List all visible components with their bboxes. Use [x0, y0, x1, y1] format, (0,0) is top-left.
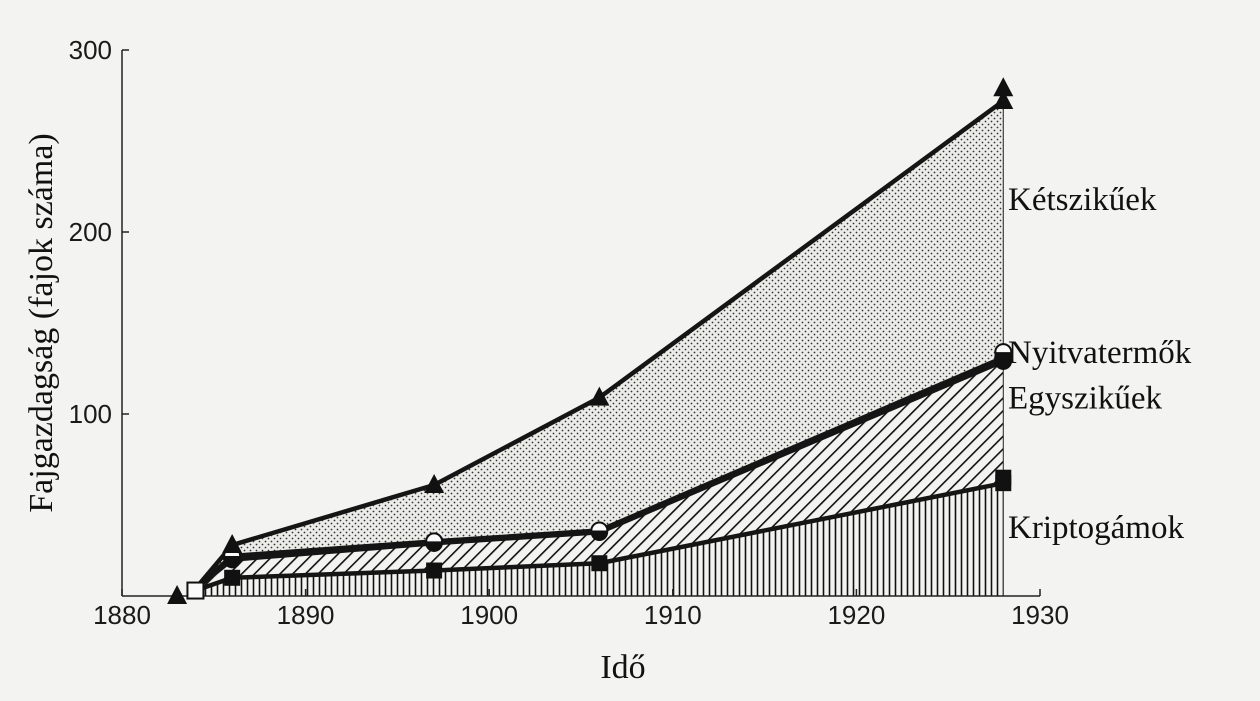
marker-kriptogamok-1906 [591, 555, 608, 572]
x-tick-label-1890: 1890 [277, 600, 335, 630]
markers-layer [167, 77, 1014, 604]
series-label-nyitvatermok: Nyitvatermők [1008, 335, 1192, 371]
x-tick-label-1900: 1900 [460, 600, 518, 630]
y-tick-label-300: 300 [69, 35, 112, 65]
series-label-ketszikuek: Kétszikűek [1008, 182, 1157, 218]
x-tick-label-1920: 1920 [827, 600, 885, 630]
axes-layer: 1880 1890 1900 1910 1920 1930 100 200 300 [69, 35, 1069, 630]
y-tick-label-100: 100 [69, 399, 112, 429]
marker-ketszikuek-1906 [589, 386, 610, 406]
area-kriptogamok [195, 483, 1004, 596]
marker-extra-ketszikuek-0 [167, 585, 188, 604]
marker-ketszikuek-1928 [993, 89, 1014, 109]
y-axis-title: Fajgazdagság (fajok száma) [23, 133, 60, 513]
marker-nyitvatermok-1886-half [224, 555, 241, 564]
marker-ketszikuek-1897 [424, 473, 445, 493]
marker-extra-nyitvatermok-3-half [995, 352, 1012, 361]
marker-nyitvatermok-1906-half [591, 530, 608, 539]
area-ketszikuek [195, 100, 1004, 589]
x-tick-label-1880: 1880 [93, 600, 151, 630]
area-egyszikuek [195, 361, 1004, 591]
series-label-kriptogamok: Kriptogámok [1008, 510, 1184, 546]
labels-layer: Kétszikűek Nyitvatermők Egyszikűek Kriptogá… [1008, 182, 1192, 546]
marker-kriptogamok-1886 [224, 569, 241, 586]
marker-start-open-square [186, 581, 205, 600]
marker-ketszikuek-1886 [222, 534, 243, 554]
x-tick-label-1930: 1930 [1011, 600, 1069, 630]
y-tick-label-200: 200 [69, 217, 112, 247]
series-label-egyszikuek: Egyszikűek [1008, 381, 1162, 417]
areas-layer [195, 100, 1004, 596]
marker-kriptogamok-1897 [426, 562, 443, 579]
marker-extra-kriptogamok-1 [995, 469, 1012, 486]
x-tick-label-1910: 1910 [644, 600, 702, 630]
marker-nyitvatermok-1897-half [426, 541, 443, 550]
marker-extra-ketszikuek-4 [993, 77, 1014, 97]
x-axis-title: Idő [600, 649, 645, 686]
